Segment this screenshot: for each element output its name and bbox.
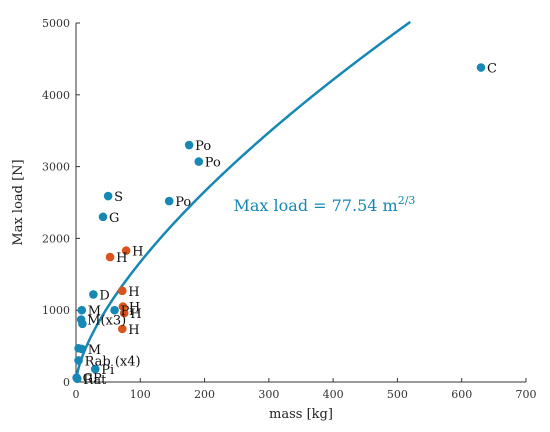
point-label: Rat xyxy=(83,373,107,388)
point-label: Po xyxy=(205,156,221,171)
data-point xyxy=(117,324,127,334)
point-label: G xyxy=(109,211,119,226)
x-tick-label: 300 xyxy=(258,388,279,401)
point-label: Rab (x4) xyxy=(85,354,141,369)
fit-annotation-text: Max load = 77.54 m xyxy=(234,196,398,215)
point-label: M(x3) xyxy=(87,314,126,329)
point-label: C xyxy=(487,62,497,77)
data-point xyxy=(117,286,127,296)
point-label: Po xyxy=(175,195,191,210)
data-point xyxy=(74,356,83,365)
point-label: H xyxy=(130,307,141,322)
data-point xyxy=(72,374,82,384)
x-tick-label: 0 xyxy=(73,388,80,401)
y-tick-label: 0 xyxy=(63,376,70,389)
x-tick-label: 200 xyxy=(194,388,215,401)
point-label: D xyxy=(99,288,109,303)
y-tick-label: 1000 xyxy=(42,304,70,317)
point-label: H xyxy=(132,245,143,260)
y-axis-title: Max load [N] xyxy=(11,159,26,245)
point-label: H xyxy=(116,251,127,266)
data-point xyxy=(118,302,128,311)
data-point xyxy=(89,290,98,299)
point-label: M xyxy=(88,343,101,358)
point-label: H xyxy=(129,301,140,316)
x-axis-ticks: 0 100 200 300 400 500 600 700 xyxy=(73,378,537,401)
x-tick-label: 500 xyxy=(387,388,408,401)
data-point xyxy=(119,308,129,318)
data-point xyxy=(476,63,486,72)
x-tick-label: 100 xyxy=(130,388,151,401)
y-tick-label: 3000 xyxy=(42,161,70,174)
y-tick-label: 2000 xyxy=(42,232,70,245)
y-tick-label: 4000 xyxy=(42,89,70,102)
data-point xyxy=(77,344,87,354)
point-label: M xyxy=(88,304,101,319)
x-tick-label: 600 xyxy=(451,388,472,401)
x-tick-label: 700 xyxy=(516,388,537,401)
point-label: Po xyxy=(195,139,211,154)
data-point xyxy=(105,252,115,262)
data-point xyxy=(110,305,119,315)
y-tick-label: 5000 xyxy=(42,17,70,30)
data-point xyxy=(194,157,204,166)
point-label: GP xyxy=(83,372,102,387)
x-tick-label: 400 xyxy=(323,388,344,401)
fit-annotation: Max load = 77.54 m2/3 xyxy=(234,194,416,215)
data-point xyxy=(164,196,174,206)
fit-annotation-exponent: 2/3 xyxy=(398,194,416,207)
point-label: S xyxy=(114,190,123,205)
data-point xyxy=(184,140,194,150)
data-point xyxy=(98,212,108,222)
data-point xyxy=(77,305,87,315)
data-points xyxy=(72,63,486,384)
y-axis-ticks: 0 1000 2000 3000 4000 5000 xyxy=(42,17,80,389)
data-point xyxy=(78,319,87,329)
data-point xyxy=(90,364,100,374)
axes xyxy=(75,23,526,383)
point-label: Pi xyxy=(101,363,114,378)
fit-curve xyxy=(74,20,412,383)
data-point xyxy=(121,246,131,255)
x-axis-title: mass [kg] xyxy=(269,407,333,422)
point-label: H xyxy=(128,285,139,300)
data-point xyxy=(103,191,113,201)
point-label: Pi xyxy=(121,304,134,319)
point-label: H xyxy=(128,323,139,338)
